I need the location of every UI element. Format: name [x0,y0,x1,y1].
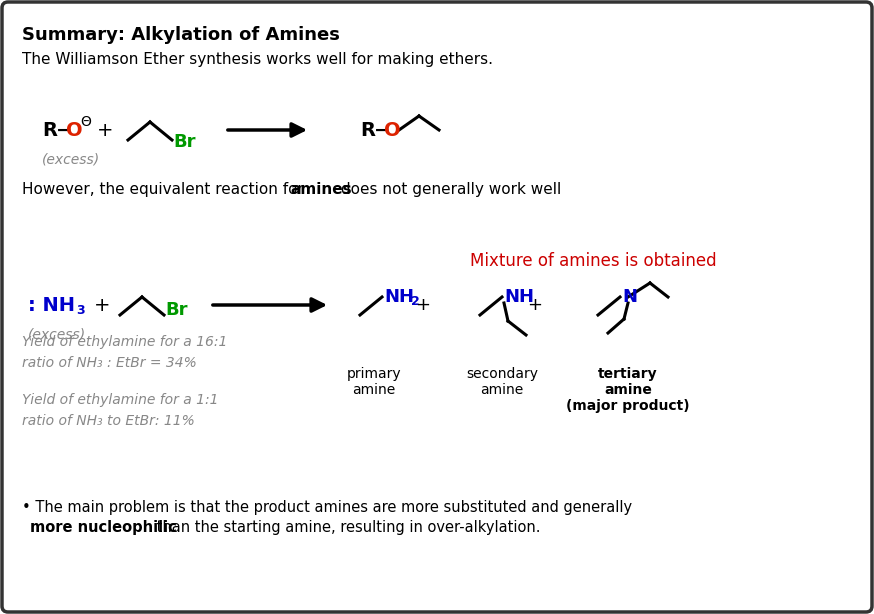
Text: +: + [97,120,114,139]
Text: O: O [384,120,400,139]
Text: Mixture of amines is obtained: Mixture of amines is obtained [470,252,717,270]
Text: more nucleophilic: more nucleophilic [30,520,177,535]
Text: R: R [42,120,57,139]
Text: does not generally work well: does not generally work well [336,182,561,197]
Text: +: + [94,295,110,314]
Text: R: R [360,120,375,139]
Text: However, the equivalent reaction for: However, the equivalent reaction for [22,182,309,197]
Text: • The main problem is that the product amines are more substituted and generally: • The main problem is that the product a… [22,500,632,515]
Text: NH: NH [504,288,534,306]
Text: Br: Br [165,301,188,319]
Text: amine: amine [481,383,524,397]
Text: 2: 2 [411,295,420,308]
Text: tertiary: tertiary [598,367,658,381]
Text: Yield of ethylamine for a 1:1
ratio of NH₃ to EtBr: 11%: Yield of ethylamine for a 1:1 ratio of N… [22,393,218,427]
Text: O: O [66,120,83,139]
Text: Br: Br [173,133,196,151]
Text: −: − [374,120,391,139]
Text: (excess): (excess) [28,327,87,341]
Text: (major product): (major product) [566,399,690,413]
Text: NH: NH [384,288,414,306]
Text: +: + [528,296,543,314]
Text: (excess): (excess) [42,152,101,166]
Text: +: + [415,296,431,314]
Text: amine: amine [604,383,652,397]
Text: N: N [622,288,637,306]
Text: The Williamson Ether synthesis works well for making ethers.: The Williamson Ether synthesis works wel… [22,52,493,67]
Text: secondary: secondary [466,367,538,381]
Text: Summary: Alkylation of Amines: Summary: Alkylation of Amines [22,26,340,44]
Text: Θ: Θ [80,115,91,129]
Text: Yield of ethylamine for a 16:1
ratio of NH₃ : EtBr = 34%: Yield of ethylamine for a 16:1 ratio of … [22,335,227,370]
Text: amines: amines [290,182,351,197]
Text: primary: primary [347,367,401,381]
Text: : NH: : NH [28,295,75,314]
Text: 3: 3 [76,303,85,316]
Text: than the starting amine, resulting in over-alkylation.: than the starting amine, resulting in ov… [152,520,540,535]
Text: −: − [56,120,73,139]
Text: amine: amine [352,383,396,397]
